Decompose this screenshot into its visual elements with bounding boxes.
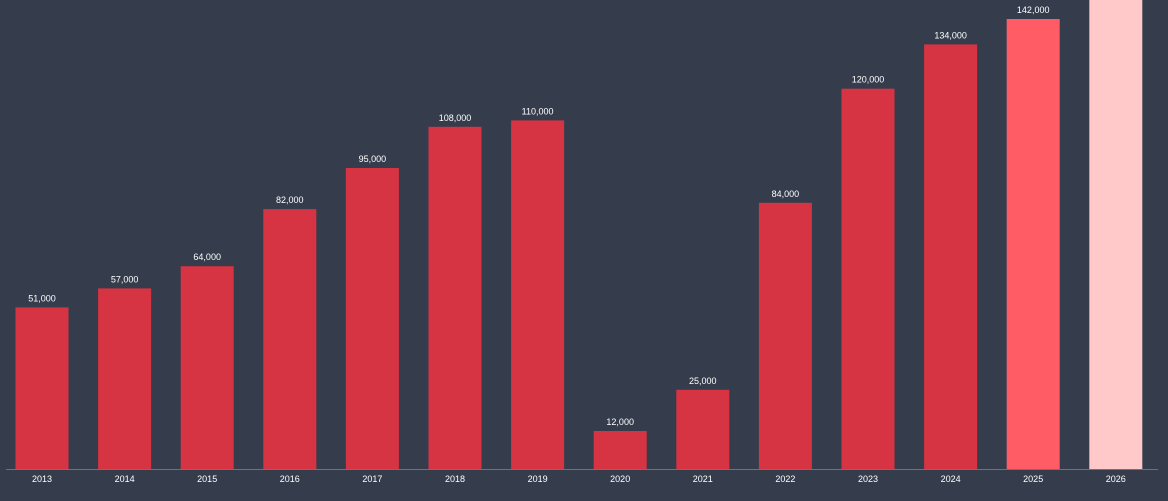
bar-2017 bbox=[345, 168, 399, 469]
x-tick-label-2018: 2018 bbox=[445, 474, 465, 484]
value-label-2015: 64,000 bbox=[193, 252, 221, 262]
x-tick-label-2026: 2026 bbox=[1106, 474, 1126, 484]
value-label-2019: 110,000 bbox=[522, 106, 554, 116]
value-label-2023: 120,000 bbox=[852, 75, 885, 85]
bar-2014 bbox=[98, 288, 152, 469]
bar-2018 bbox=[428, 126, 482, 470]
bars-group bbox=[15, 0, 1143, 470]
value-label-2017: 95,000 bbox=[359, 154, 387, 164]
bar-2013 bbox=[15, 307, 69, 469]
x-axis-tick-labels: 2013 2014 2015 2016 2017 2018 2019 2020 2021 2022… bbox=[32, 474, 1126, 484]
value-label-2025: 142,000 bbox=[1017, 5, 1050, 15]
bar-2025 bbox=[1006, 19, 1060, 469]
x-tick-label-2016: 2016 bbox=[280, 474, 300, 484]
x-tick-label-2017: 2017 bbox=[362, 474, 382, 484]
x-tick-label-2019: 2019 bbox=[528, 474, 548, 484]
x-tick-label-2013: 2013 bbox=[32, 474, 52, 484]
x-tick-label-2014: 2014 bbox=[115, 474, 135, 484]
value-label-2020: 12,000 bbox=[606, 417, 634, 427]
bar-2023 bbox=[841, 88, 895, 469]
bar-2021 bbox=[676, 389, 730, 469]
value-label-2021: 25,000 bbox=[689, 376, 717, 386]
bar-2019 bbox=[511, 120, 565, 470]
x-tick-label-2024: 2024 bbox=[941, 474, 961, 484]
x-tick-label-2023: 2023 bbox=[858, 474, 878, 484]
bar-2026 bbox=[1089, 0, 1143, 469]
value-label-2016: 82,000 bbox=[276, 195, 304, 205]
value-label-2013: 51,000 bbox=[28, 293, 56, 303]
value-labels-group: 51,000 57,000 64,000 82,000 95,000 108,000 110… bbox=[28, 5, 1049, 427]
value-label-2018: 108,000 bbox=[439, 113, 472, 123]
bar-2016 bbox=[263, 209, 317, 469]
bar-2022 bbox=[758, 202, 812, 470]
value-label-2024: 134,000 bbox=[934, 30, 967, 40]
bar-2020 bbox=[593, 431, 647, 469]
bar-2024 bbox=[924, 44, 978, 470]
x-tick-label-2021: 2021 bbox=[693, 474, 713, 484]
x-tick-label-2025: 2025 bbox=[1023, 474, 1043, 484]
value-label-2014: 57,000 bbox=[111, 274, 139, 284]
x-tick-label-2022: 2022 bbox=[775, 474, 795, 484]
x-tick-label-2015: 2015 bbox=[197, 474, 217, 484]
bar-2015 bbox=[180, 266, 234, 469]
x-tick-label-2020: 2020 bbox=[610, 474, 630, 484]
value-label-2022: 84,000 bbox=[772, 189, 800, 199]
